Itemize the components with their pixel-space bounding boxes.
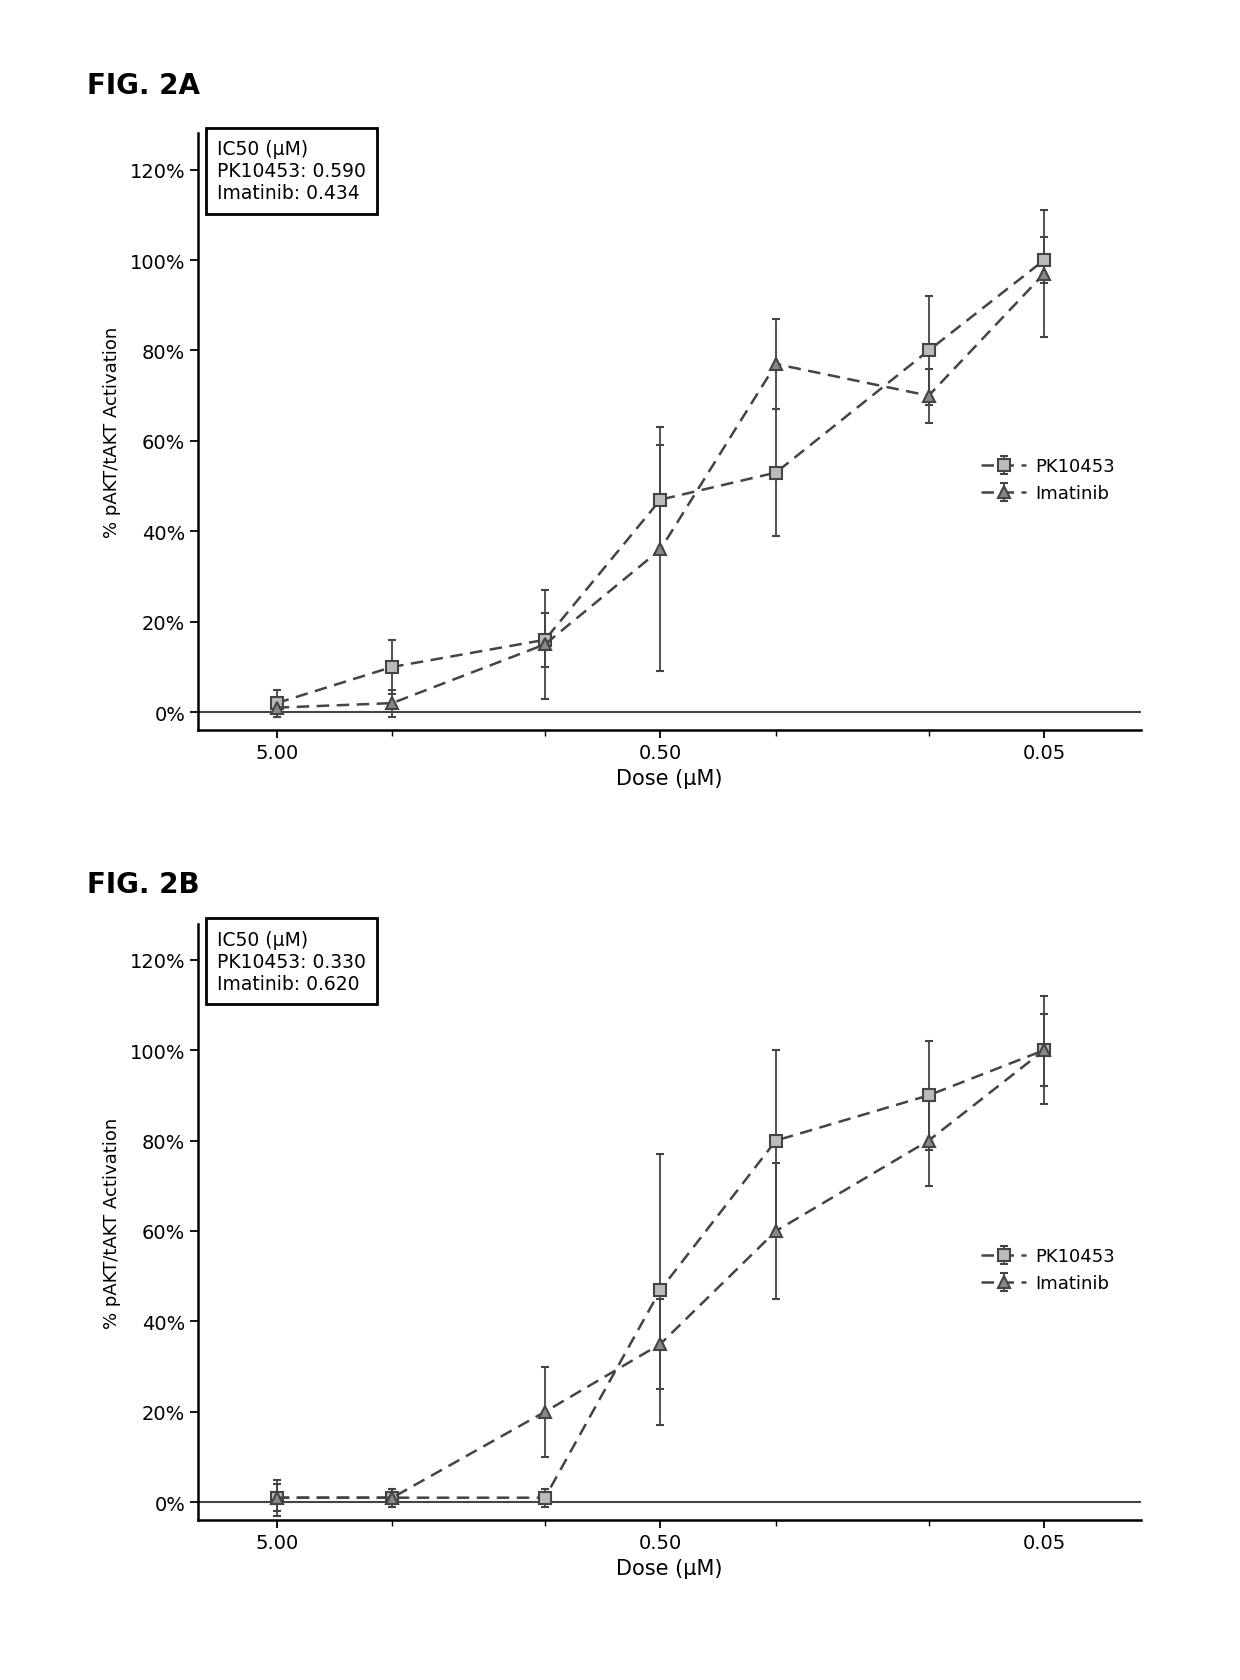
X-axis label: Dose (μM): Dose (μM) bbox=[616, 768, 723, 788]
X-axis label: Dose (μM): Dose (μM) bbox=[616, 1557, 723, 1578]
Y-axis label: % pAKT/tAKT Activation: % pAKT/tAKT Activation bbox=[103, 1117, 122, 1327]
Text: IC50 (μM)
PK10453: 0.330
Imatinib: 0.620: IC50 (μM) PK10453: 0.330 Imatinib: 0.620 bbox=[217, 931, 366, 993]
Text: FIG. 2A: FIG. 2A bbox=[87, 72, 200, 101]
Legend: PK10453, Imatinib: PK10453, Imatinib bbox=[973, 450, 1122, 511]
Legend: PK10453, Imatinib: PK10453, Imatinib bbox=[973, 1240, 1122, 1300]
Y-axis label: % pAKT/tAKT Activation: % pAKT/tAKT Activation bbox=[103, 328, 122, 538]
Text: IC50 (μM)
PK10453: 0.590
Imatinib: 0.434: IC50 (μM) PK10453: 0.590 Imatinib: 0.434 bbox=[217, 141, 366, 203]
Text: FIG. 2B: FIG. 2B bbox=[87, 870, 200, 899]
